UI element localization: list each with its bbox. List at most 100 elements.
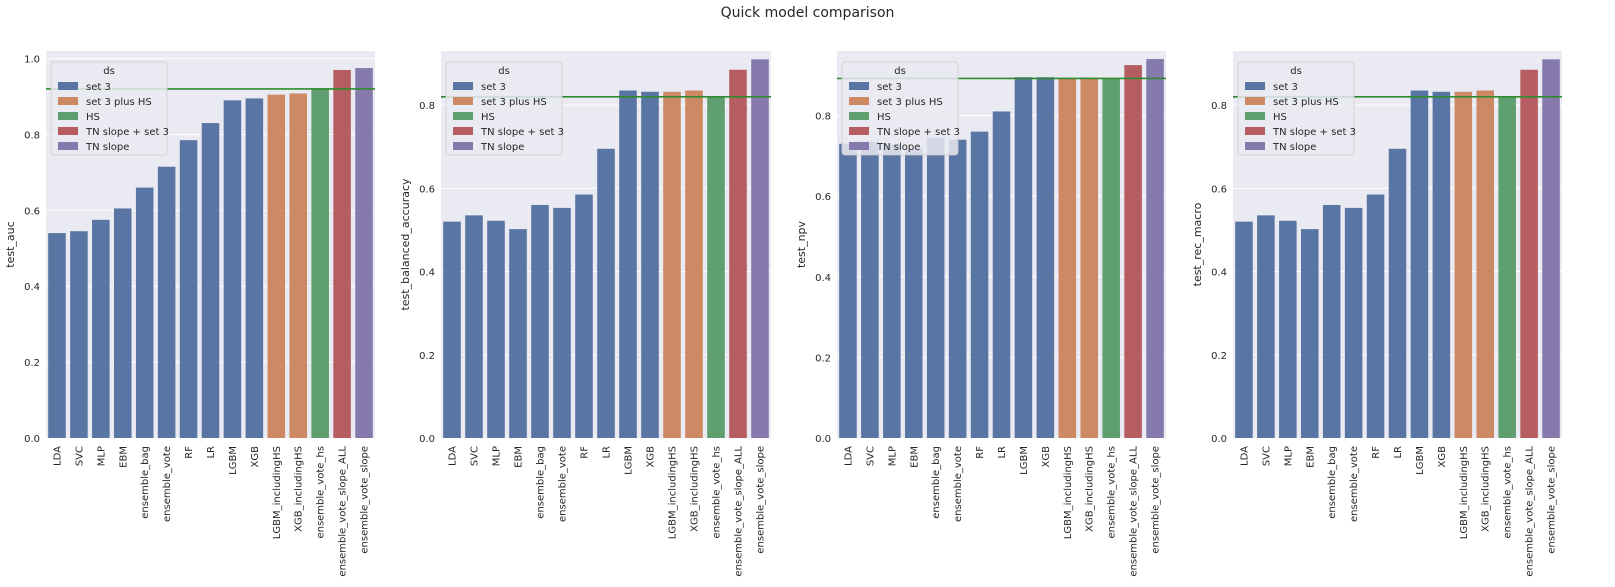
legend-label: set 3 [877, 82, 902, 93]
bar-RF [1366, 194, 1385, 438]
x-tick-label: ensemble_vote_slope_ALL [1525, 446, 1536, 577]
y-tick-label: 0.4 [419, 268, 435, 279]
legend-label: HS [481, 112, 495, 123]
legend-swatch [849, 112, 869, 120]
legend-label: set 3 plus HS [86, 97, 152, 108]
y-axis-label: test_rec_macro [1191, 202, 1204, 286]
legend-box [1237, 61, 1355, 156]
bar-RF [179, 140, 198, 439]
x-tick-label: LGBM_includingHS [1459, 446, 1470, 539]
y-tick-label: 0.6 [815, 192, 831, 203]
bar-ensemble_bag [1322, 204, 1341, 438]
x-tick-label: ensemble_vote_slope_ALL [338, 446, 349, 577]
bar-SVC [70, 231, 88, 438]
legend-box [841, 61, 959, 156]
legend-title: ds [103, 66, 115, 77]
bar-MLP [487, 220, 505, 438]
bar-LGBM [619, 90, 637, 438]
bar-XGB_includingHS [1476, 90, 1495, 438]
figure-title: Quick model comparison [720, 5, 895, 21]
bar-ensemble_vote_hs [311, 88, 329, 439]
x-tick-label: LDA [843, 446, 854, 466]
y-tick-label: 0.0 [815, 434, 831, 445]
x-tick-label: SVC [1261, 446, 1272, 466]
x-tick-label: ensemble_vote [558, 446, 569, 522]
bar-EBM [1300, 229, 1319, 438]
x-tick-label: LGBM_includingHS [272, 446, 283, 539]
bar-SVC [861, 141, 879, 438]
bar-ensemble_bag [135, 187, 154, 438]
legend-swatch [58, 112, 78, 120]
y-tick-label: 0.2 [1211, 351, 1227, 362]
legend-swatch [849, 82, 869, 90]
y-tick-label: 0.0 [24, 434, 40, 445]
bar-LDA [48, 233, 66, 438]
x-tick-label: RF [184, 446, 195, 459]
legend: ds set 3 set 3 plus HS HS TN slope + set 3 TN… [50, 61, 169, 156]
legend-swatch [849, 142, 869, 150]
legend-swatch [1245, 127, 1265, 135]
x-tick-label: ensemble_vote_hs [712, 446, 723, 539]
x-tick-label: ensemble_vote_slope [1151, 446, 1162, 554]
legend-swatch [849, 97, 869, 105]
legend-box [445, 61, 563, 156]
bar-XGB [641, 91, 659, 439]
bar-XGB_includingHS [1080, 77, 1099, 438]
x-tick-label: LR [206, 446, 217, 459]
legend-box [50, 61, 168, 156]
x-tick-label: LDA [448, 446, 459, 466]
legend-label: HS [877, 112, 891, 123]
bar-ensemble_vote_slope_ALL [729, 69, 747, 439]
legend-label: TN slope [85, 142, 129, 153]
legend-label: HS [86, 112, 100, 123]
bar-ensemble_vote [948, 139, 967, 438]
x-tick-label: EBM [909, 446, 920, 468]
bar-ensemble_vote_slope_ALL [333, 69, 351, 439]
x-tick-label: LGBM [624, 446, 635, 475]
legend-swatch [58, 127, 78, 135]
x-tick-label: LDA [52, 446, 63, 466]
bar-ensemble_vote [1344, 207, 1363, 438]
bar-ensemble_vote_hs [1498, 96, 1516, 438]
bar-XGB [245, 98, 264, 439]
x-tick-label: MLP [492, 446, 503, 466]
x-tick-label: XGB_includingHS [1085, 446, 1096, 532]
bar-XGB [1432, 91, 1451, 439]
bar-ensemble_vote_hs [1102, 78, 1120, 439]
bar-ensemble_vote_slope_ALL [1520, 69, 1538, 439]
bar-LGBM_includingHS [1058, 78, 1077, 438]
x-tick-label: ensemble_vote_hs [1107, 446, 1118, 539]
legend-label: set 3 plus HS [1273, 97, 1339, 108]
legend-label: HS [1273, 112, 1287, 123]
y-tick-label: 0.2 [419, 351, 435, 362]
y-tick-label: 0.8 [419, 101, 435, 112]
y-tick-label: 0.4 [24, 282, 40, 293]
bar-RF [970, 131, 989, 438]
legend-swatch [58, 97, 78, 105]
bar-EBM [904, 148, 923, 438]
legend-title: ds [498, 66, 510, 77]
legend-title: ds [1290, 66, 1302, 77]
y-tick-label: 0.0 [419, 434, 435, 445]
bar-LGBM_includingHS [1454, 91, 1473, 439]
bar-LGBM_includingHS [663, 91, 681, 439]
x-tick-label: ensemble_vote_slope [756, 446, 767, 554]
y-tick-label: 0.2 [24, 358, 40, 369]
bar-LR [1388, 148, 1407, 438]
legend-swatch [453, 97, 473, 105]
legend: ds set 3 set 3 plus HS HS TN slope + set 3 TN… [445, 61, 564, 156]
legend-swatch [453, 82, 473, 90]
x-tick-label: RF [1371, 446, 1382, 459]
x-tick-label: SVC [74, 446, 85, 466]
x-tick-label: ensemble_vote_slope_ALL [1129, 446, 1140, 577]
legend-label: TN slope + set 3 [480, 127, 564, 138]
x-tick-label: ensemble_vote_slope_ALL [734, 446, 745, 577]
bar-RF [575, 194, 593, 438]
legend-swatch [1245, 97, 1265, 105]
bar-ensemble_vote_slope [751, 59, 769, 439]
x-tick-label: MLP [96, 446, 107, 466]
bar-EBM [113, 208, 132, 438]
bar-XGB_includingHS [289, 93, 308, 439]
y-tick-label: 0.0 [1211, 434, 1227, 445]
